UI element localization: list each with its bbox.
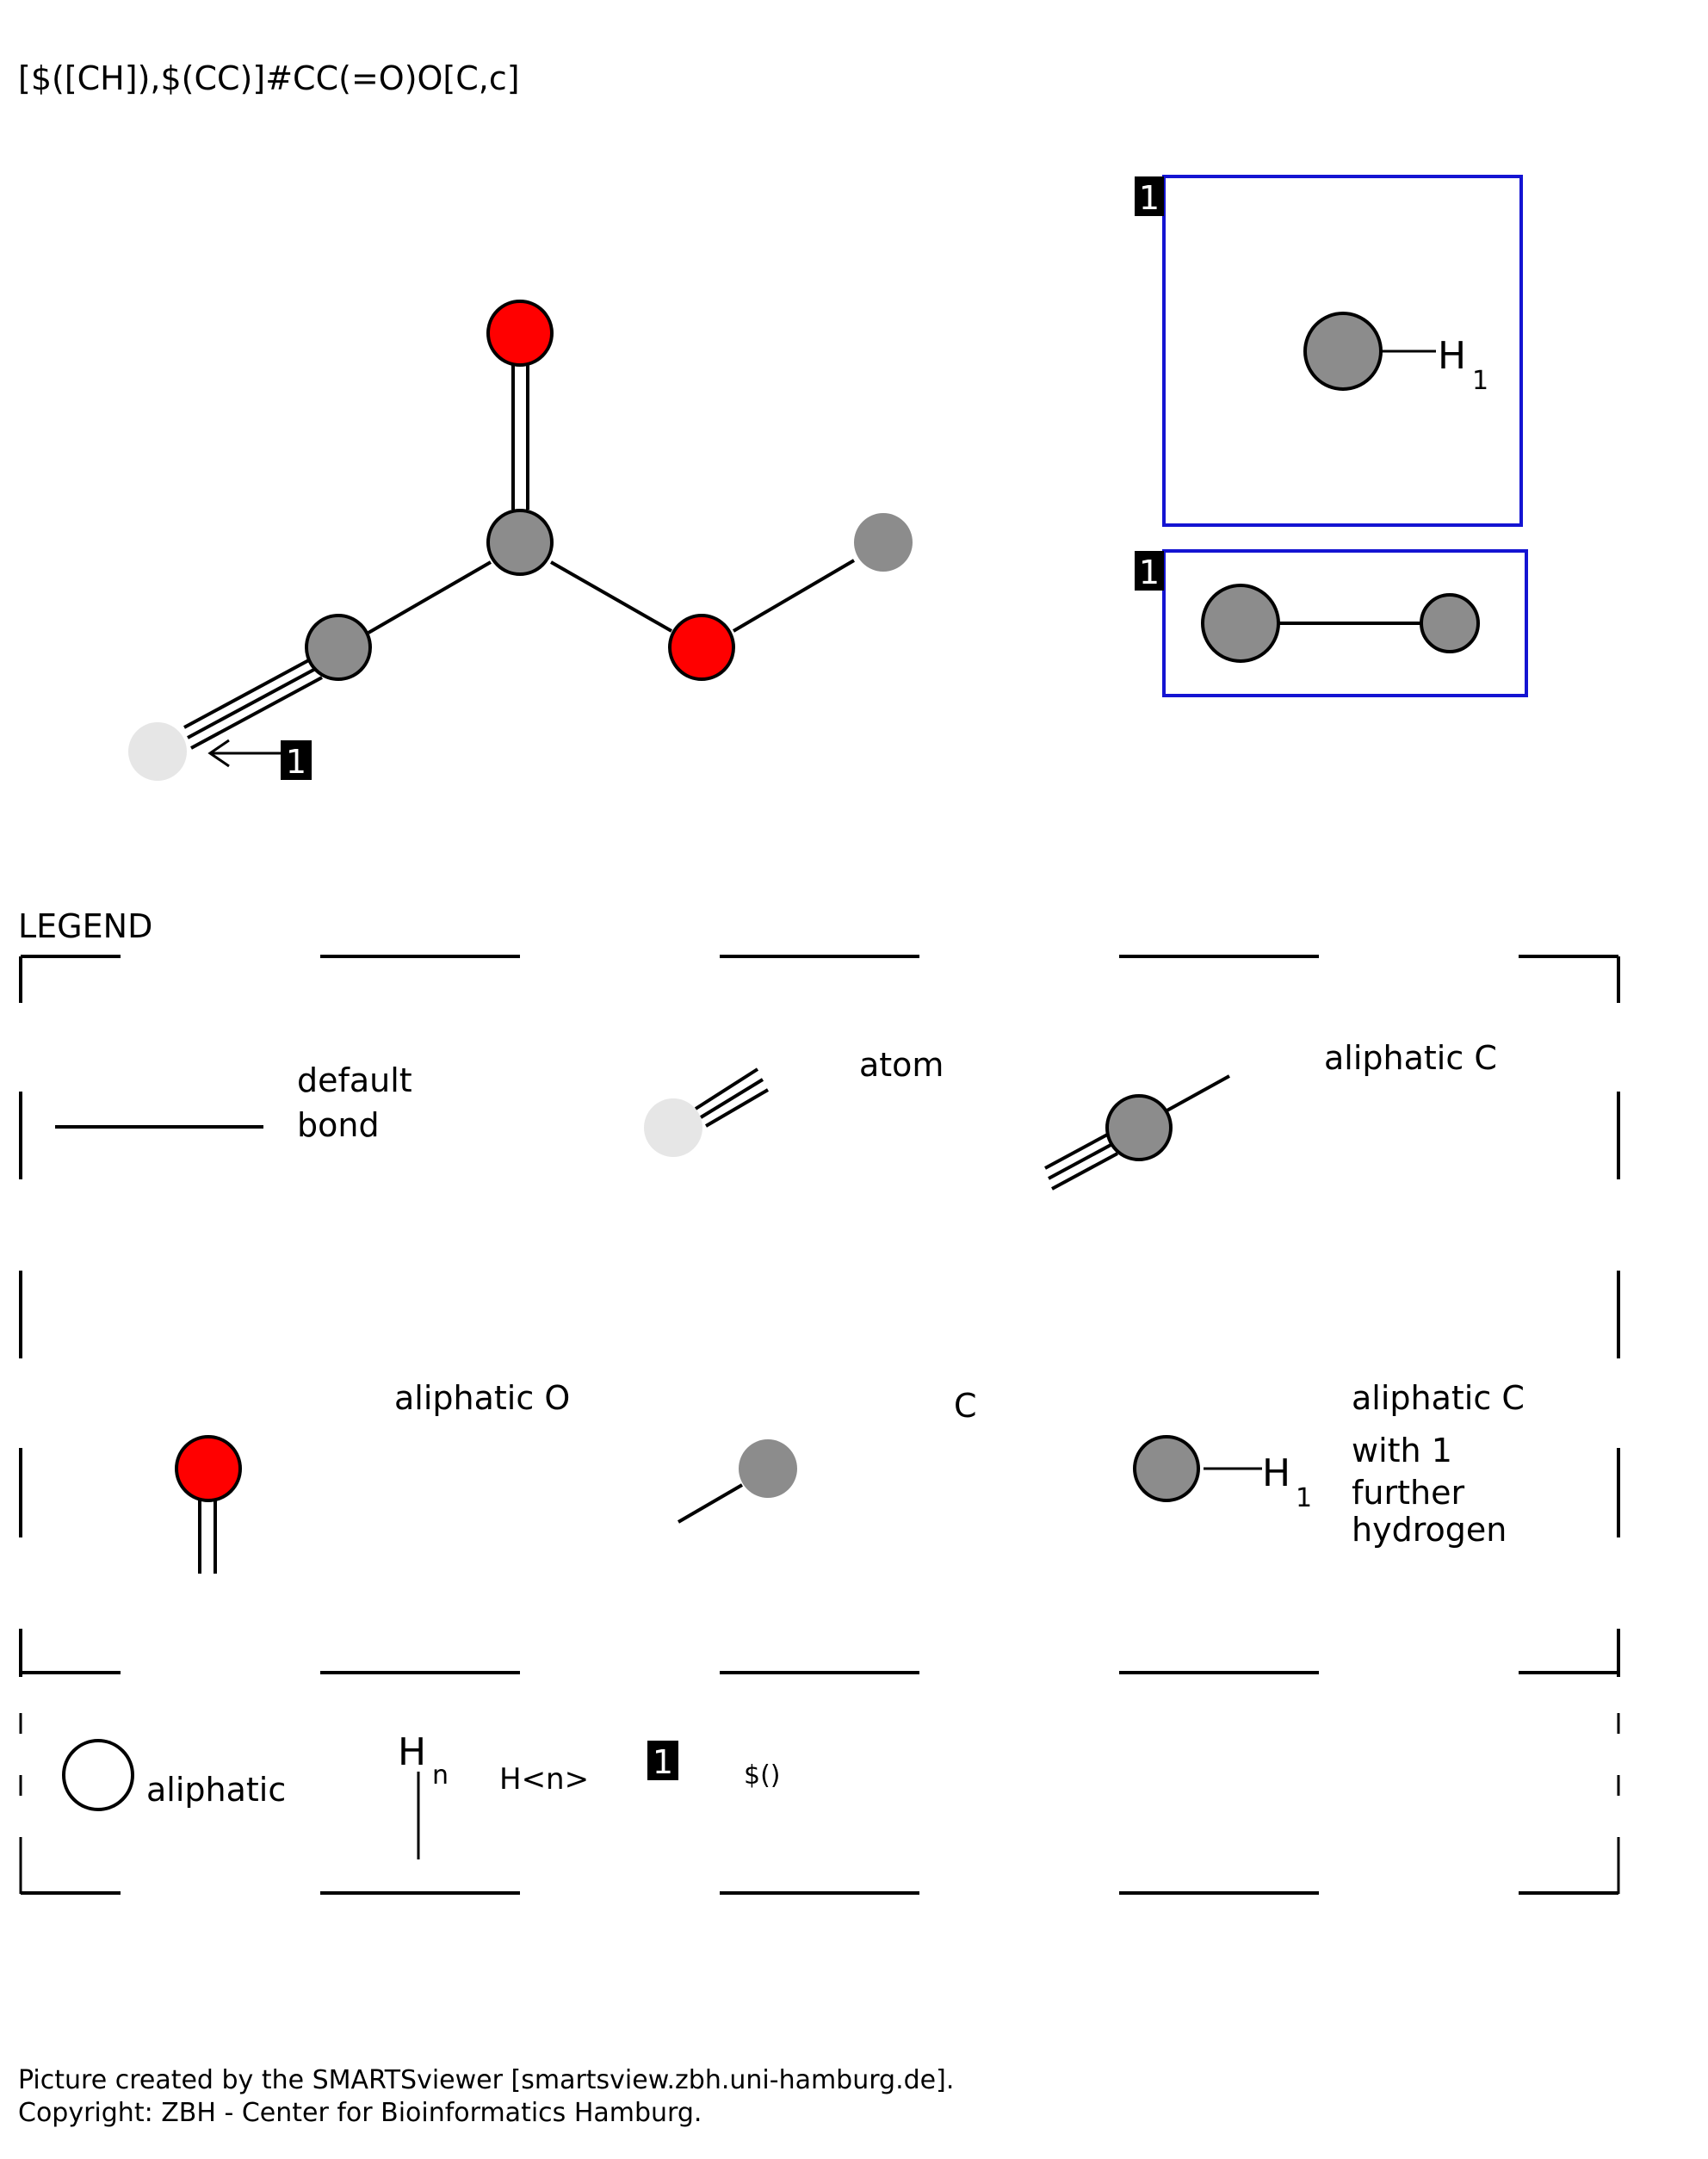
legend-aliphatic-o-icon — [175, 1435, 242, 1574]
legend-frame — [19, 955, 1620, 1895]
recursive-tag: 1 — [1139, 554, 1160, 591]
carbon-atom — [486, 509, 554, 576]
carbon-atom — [1303, 312, 1383, 391]
footer-copyright: Copyright: ZBH - Center for Bioinformati… — [18, 2098, 702, 2128]
hydrogen-label: H — [1438, 334, 1466, 378]
legend-c-icon — [677, 1439, 797, 1524]
legend-h-label: H — [1262, 1451, 1290, 1495]
oxygen-atom — [486, 300, 554, 367]
legend-hydrogen-icon: H n — [398, 1730, 449, 1859]
legend-h-subscript: n — [432, 1760, 449, 1791]
legend-atom-label: atom — [859, 1046, 944, 1084]
footer-credit: Picture created by the SMARTSviewer [sma… — [18, 2065, 955, 2095]
reference-tag: 1 — [281, 740, 312, 781]
reference-arrow — [207, 739, 284, 768]
legend-h-count: 1 — [1296, 1483, 1312, 1513]
carbon-atom — [1201, 584, 1280, 663]
legend-h-n-label: H<n> — [499, 1762, 590, 1797]
main-molecule — [183, 363, 856, 750]
double-bond — [511, 363, 529, 510]
triple-bond — [183, 655, 323, 750]
carbon-atom — [1420, 593, 1480, 653]
legend-aliphatic-o-label: aliphatic O — [394, 1379, 571, 1417]
smarts-string: [$([CH]),$(CC)]#CC(=O)O[C,c] — [18, 59, 520, 97]
legend-default-bond-label-1: default — [297, 1061, 412, 1099]
legend-title: LEGEND — [18, 907, 153, 945]
hydrogen-count: 1 — [1472, 366, 1488, 396]
legend-default-bond-label-2: bond — [297, 1106, 380, 1144]
legend-h-symbol: H — [398, 1730, 426, 1774]
recursive-tag: 1 — [1139, 179, 1160, 217]
legend-aliphatic-ch-label-1: aliphatic C — [1352, 1379, 1525, 1417]
legend-recursive-label: $() — [744, 1760, 781, 1791]
single-bond — [550, 560, 672, 633]
carbon-atom — [305, 614, 372, 681]
legend-aliphatic-c-label: aliphatic C — [1324, 1039, 1497, 1077]
legend-c-label: C — [954, 1387, 977, 1425]
reference-tag-label: 1 — [286, 743, 306, 781]
carbon-atom — [854, 513, 913, 572]
legend-atom-icon — [644, 1067, 770, 1157]
legend-aliphatic-label: aliphatic — [146, 1771, 287, 1809]
single-bond — [732, 559, 856, 633]
legend-tag-label: 1 — [653, 1743, 673, 1781]
recursive-block-ch: 1 H 1 — [1135, 175, 1523, 527]
any-atom — [128, 722, 187, 781]
legend-tag-icon: 1 — [647, 1741, 678, 1781]
legend-aliphatic-ch-icon: H 1 — [1133, 1435, 1312, 1513]
legend-aliphatic-c-icon — [1044, 1074, 1230, 1191]
legend-aliphatic-icon — [62, 1739, 134, 1811]
single-bond — [367, 560, 492, 634]
recursive-block-cc: 1 — [1135, 549, 1528, 697]
legend-aliphatic-ch-label-3: further — [1352, 1474, 1465, 1512]
oxygen-atom — [668, 614, 735, 681]
legend-aliphatic-ch-label-2: with 1 — [1352, 1432, 1452, 1469]
legend-aliphatic-ch-label-4: hydrogen — [1352, 1511, 1507, 1549]
